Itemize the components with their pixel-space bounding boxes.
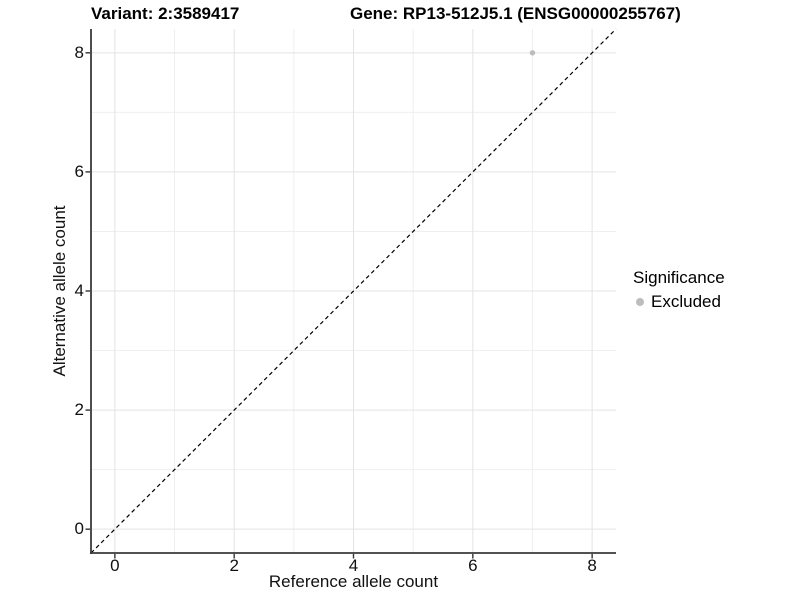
x-axis-title: Reference allele count <box>268 572 439 591</box>
x-tick-label: 8 <box>587 556 597 575</box>
legend-title: Significance <box>633 268 725 287</box>
data-point <box>529 50 536 56</box>
y-axis-title: Alternative allele count <box>50 205 69 377</box>
plot-title-variant: Variant: 2:3589417 <box>91 4 240 23</box>
y-tick-label: 6 <box>74 161 84 181</box>
identity-line <box>90 28 617 554</box>
plot-title-gene: Gene: RP13-512J5.1 (ENSG00000255767) <box>350 4 681 23</box>
legend-items: Excluded <box>633 292 725 311</box>
legend-item-label: Excluded <box>651 291 721 311</box>
legend-key-circle-icon <box>636 297 644 306</box>
legend-item: Excluded <box>633 292 725 311</box>
x-tick-label: 2 <box>229 556 239 575</box>
y-tick-label: 8 <box>74 42 84 62</box>
x-tick-label: 4 <box>348 556 359 575</box>
x-tick-label: 6 <box>468 556 478 575</box>
y-tick-label: 0 <box>74 519 84 539</box>
x-tick-label: 0 <box>110 556 120 575</box>
legend: Significance Excluded <box>633 268 725 311</box>
y-tick-label: 2 <box>74 400 84 420</box>
y-tick-label: 4 <box>74 281 84 300</box>
